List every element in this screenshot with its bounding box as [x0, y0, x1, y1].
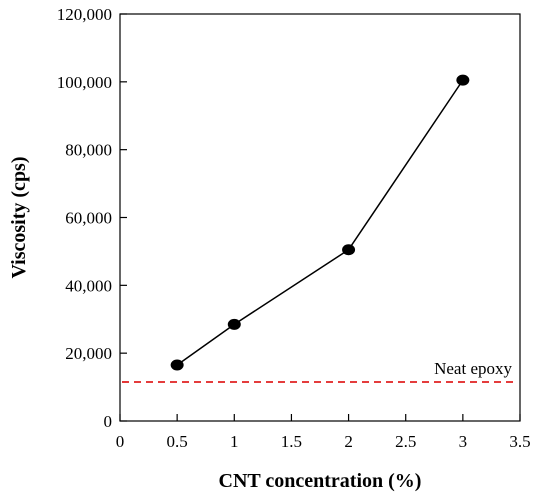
x-tick-label: 3: [459, 432, 468, 451]
data-point: [227, 318, 241, 330]
y-axis: 0 20,000 40,000 60,000 80,000 100,000 120,000: [57, 5, 127, 431]
y-axis-title: Viscosity (cps): [8, 156, 30, 278]
y-tick-label: 60,000: [65, 209, 112, 228]
neat-epoxy-label: Neat epoxy: [434, 359, 512, 378]
reference-lines: Neat epoxy: [122, 359, 518, 383]
x-tick-label: 2: [344, 432, 353, 451]
y-tick-label: 0: [104, 412, 113, 431]
x-tick-label: 1: [230, 432, 239, 451]
x-tick-label: 2.5: [395, 432, 416, 451]
data-point: [170, 359, 184, 371]
y-tick-label: 120,000: [57, 5, 112, 24]
x-axis-title: CNT concentration (%): [219, 470, 422, 492]
x-tick-label: 3.5: [509, 432, 530, 451]
x-tick-label: 0.5: [167, 432, 188, 451]
y-tick-label: 40,000: [65, 276, 112, 295]
x-axis: 0 0.5 1 1.5 2 2.5 3 3.5: [116, 414, 531, 451]
data-point: [342, 244, 356, 256]
x-tick-label: 1.5: [281, 432, 302, 451]
y-tick-label: 80,000: [65, 141, 112, 160]
data-point: [456, 74, 470, 86]
series-line: [176, 79, 464, 366]
y-tick-label: 20,000: [65, 344, 112, 363]
x-tick-label: 0: [116, 432, 125, 451]
series-group: [170, 74, 470, 371]
y-tick-label: 100,000: [57, 73, 112, 92]
